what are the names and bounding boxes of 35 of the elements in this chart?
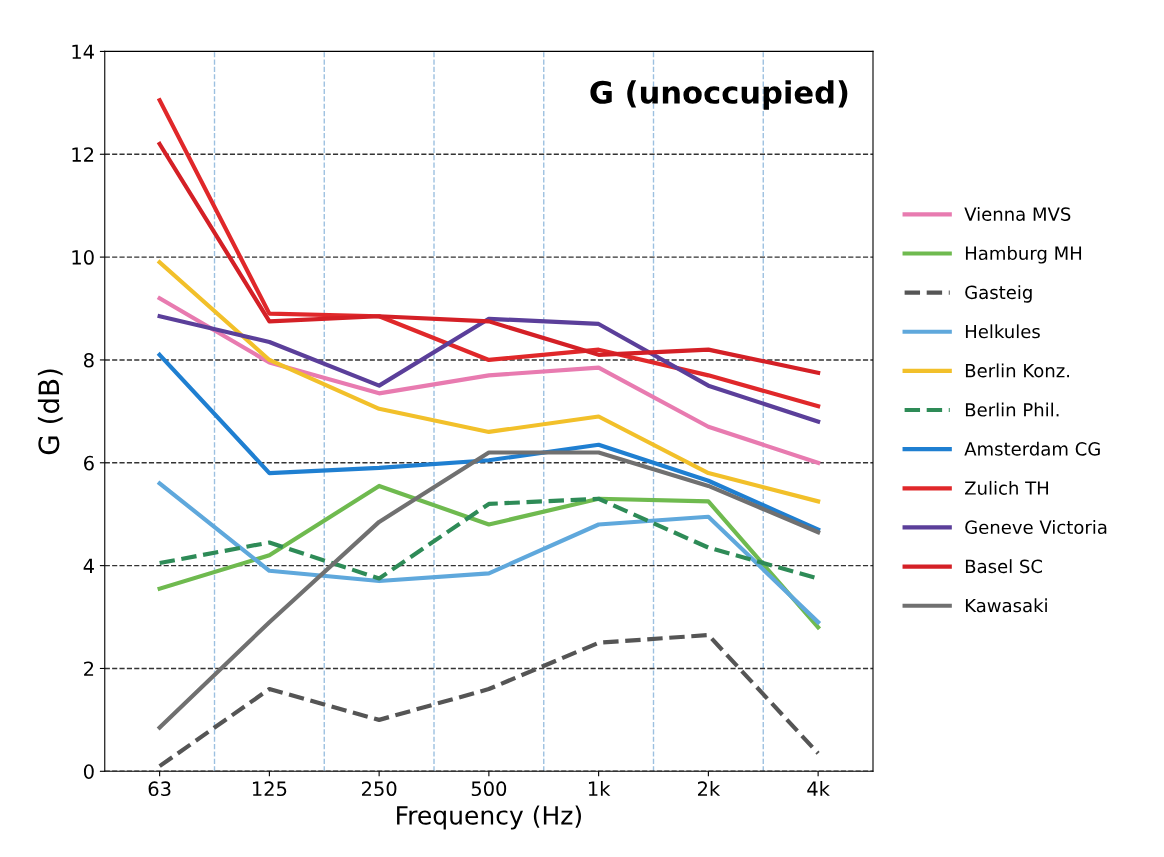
legend-label: Zulich TH (965, 480, 1048, 495)
legend-label: Kawasaki (965, 598, 1047, 613)
x-axis-title: Frequency (Hz) (397, 805, 581, 830)
legend-label: Vienna MVS (964, 206, 1071, 221)
line-series (157, 260, 821, 504)
legend-label: Geneve Victoria (965, 520, 1107, 535)
y-tick-label: 12 (72, 147, 94, 162)
legend-label: Helkules (965, 324, 1040, 339)
legend-label: Berlin Phil. (965, 402, 1059, 417)
x-tick-label: 1k (588, 781, 611, 796)
x-tick-label: 4k (807, 781, 830, 796)
y-tick-label: 0 (83, 764, 94, 779)
legend-label: Berlin Konz. (965, 363, 1070, 378)
line-series (157, 632, 821, 769)
y-tick-label: 10 (72, 250, 94, 265)
y-tick-label: 4 (83, 558, 94, 574)
x-tick-label: 63 (148, 781, 171, 797)
legend-label: Hamburg MH (965, 246, 1082, 264)
line-series (157, 314, 821, 424)
x-tick-label: 125 (252, 781, 287, 797)
legend-label: Amsterdam CG (964, 441, 1100, 456)
y-tick-label: 6 (84, 455, 94, 471)
x-tick-label: 500 (471, 781, 507, 797)
y-tick-label: 8 (83, 352, 94, 368)
x-tick-label: 250 (362, 781, 397, 797)
legend-label: Gasteig (965, 285, 1032, 303)
text: G (unoccupied) (590, 80, 848, 110)
line-series (157, 450, 821, 730)
y-tick-label: 2 (84, 661, 94, 676)
y-tick-label: 14 (72, 44, 94, 59)
y-axis-title: G (dB) (37, 369, 63, 455)
x-tick-label: 2k (697, 781, 721, 796)
legend-label: Basel SC (965, 559, 1043, 574)
line-series (157, 352, 821, 532)
line-series (157, 296, 821, 465)
